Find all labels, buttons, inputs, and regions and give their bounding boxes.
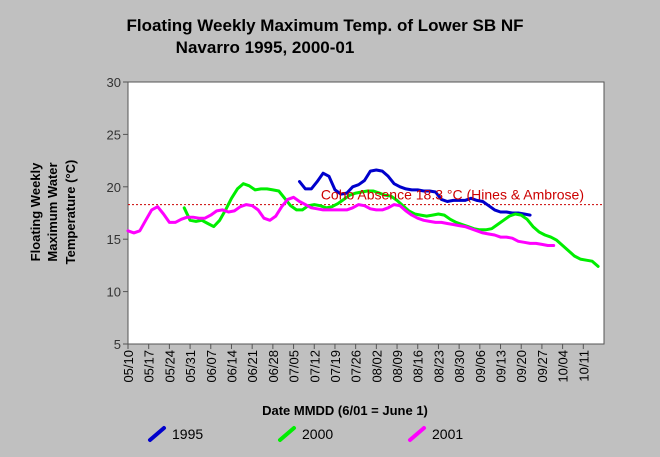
x-tick-label: 05/24 — [162, 350, 177, 383]
legend-label-2001: 2001 — [432, 426, 463, 442]
y-axis-title: Floating Weekly Maximum Water Temperatur… — [28, 160, 78, 265]
x-tick-label: 09/20 — [514, 350, 529, 383]
y-axis-title-line1: Floating Weekly — [28, 162, 43, 261]
x-axis-title: Date MMDD (6/01 = June 1) — [262, 403, 428, 418]
series-line-1995 — [298, 168, 532, 217]
x-tick-label: 08/02 — [369, 350, 384, 383]
x-tick-label: 07/26 — [349, 350, 364, 383]
plot-area — [127, 81, 605, 345]
coho-threshold-label: Coho Absence 18.3 °C (Hines & Ambrose) — [321, 187, 584, 203]
x-tick-label: 10/11 — [576, 350, 591, 382]
x-tick-label: 05/10 — [121, 350, 136, 383]
legend-label-2000: 2000 — [302, 426, 333, 442]
x-tick-label: 08/30 — [452, 350, 467, 383]
x-tick-label: 10/04 — [556, 350, 571, 383]
chart-title-line1: Floating Weekly Maximum Temp. of Lower S… — [126, 16, 523, 35]
y-axis: 5 10 15 20 25 30 — [107, 75, 128, 352]
legend: 1995 2000 2001 — [148, 426, 463, 442]
series-group — [126, 168, 600, 268]
y-tick-label: 15 — [107, 232, 121, 247]
legend-swatch-2000 — [278, 426, 296, 442]
x-tick-label: 07/05 — [287, 350, 302, 383]
y-tick-label: 20 — [107, 180, 121, 195]
legend-swatch-2001 — [408, 426, 426, 442]
x-tick-label: 06/21 — [245, 350, 260, 383]
x-tick-label: 06/28 — [266, 350, 281, 383]
y-tick-label: 30 — [107, 75, 121, 90]
x-tick-label: 09/13 — [494, 350, 509, 383]
y-tick-label: 10 — [107, 285, 121, 300]
x-tick-label: 05/31 — [183, 350, 198, 383]
x-tick-label: 06/14 — [224, 350, 239, 383]
x-tick-label: 08/09 — [390, 350, 405, 383]
chart-title-line2: Navarro 1995, 2000-01 — [176, 38, 355, 57]
x-axis: 05/10 05/17 05/24 05/31 06/07 06/14 06/21 06/28… — [121, 344, 591, 383]
x-tick-label: 09/06 — [473, 350, 488, 383]
x-tick-label: 08/16 — [411, 350, 426, 383]
y-axis-title-line3: Temperature (°C) — [63, 160, 78, 265]
y-tick-label: 5 — [114, 337, 121, 352]
y-axis-title-line2: Maximum Water — [45, 162, 60, 261]
legend-swatch-1995 — [148, 426, 166, 442]
x-tick-label: 08/23 — [431, 350, 446, 383]
y-tick-label: 25 — [107, 127, 121, 142]
x-tick-label: 06/07 — [204, 350, 219, 383]
series-line-2000 — [182, 182, 600, 268]
x-tick-label: 09/27 — [535, 350, 550, 383]
series-line-2001 — [126, 195, 556, 247]
x-tick-label: 07/12 — [307, 350, 322, 383]
x-tick-label: 07/19 — [328, 350, 343, 383]
legend-label-1995: 1995 — [172, 426, 203, 442]
x-tick-label: 05/17 — [142, 350, 157, 383]
